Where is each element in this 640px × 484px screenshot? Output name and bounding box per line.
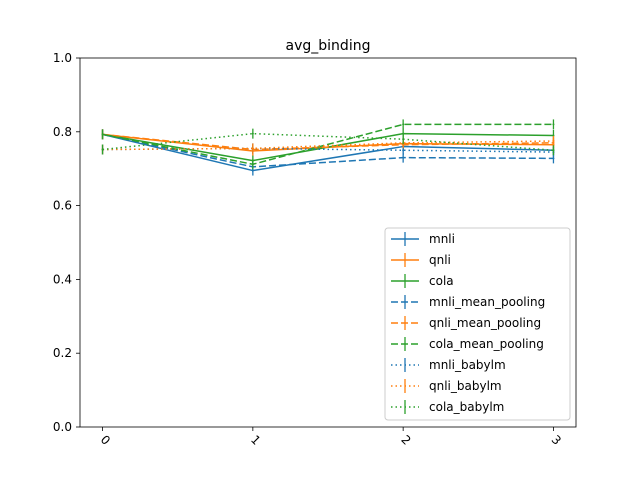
error-bar [101, 144, 104, 155]
data-point [552, 123, 555, 126]
legend-entry: qnli_babylm [391, 379, 502, 393]
legend-entry: qnli [391, 253, 451, 267]
series-cola_babylm [101, 128, 555, 156]
series-line-mnli [102, 133, 554, 172]
data-point [101, 133, 104, 136]
legend-entry: qnli_mean_pooling [391, 316, 541, 330]
data-point [402, 132, 405, 135]
legend-label: qnli_babylm [429, 379, 502, 393]
y-tick-label: 0.0 [53, 420, 72, 434]
data-point [552, 149, 555, 152]
data-point [251, 163, 254, 166]
chart-title: avg_binding [286, 38, 371, 54]
legend-entry: cola_babylm [391, 400, 504, 414]
y-tick-label: 0.2 [53, 346, 72, 360]
legend-label: cola [429, 274, 454, 288]
axes-border [79, 57, 577, 428]
data-point [552, 134, 555, 137]
data-point [402, 149, 405, 152]
y-tick-label: 0.8 [53, 125, 72, 139]
legend: mnli qnli cola mnli_mean_pooling qnli_mean_p… [384, 227, 571, 421]
series-cola_mean_pooling [101, 119, 555, 170]
legend-entry: mnli [391, 232, 455, 246]
legend-label: mnli_mean_pooling [429, 295, 545, 309]
legend-entry: cola_mean_pooling [391, 337, 544, 351]
legend-label: mnli [429, 232, 455, 246]
legend-label: qnli [429, 253, 451, 267]
series-group [101, 119, 555, 176]
legend-entry: mnli_babylm [391, 358, 506, 372]
legend-label: qnli_mean_pooling [429, 316, 541, 330]
error-bar [251, 159, 254, 170]
legend-entry: cola [391, 274, 454, 288]
data-point [402, 156, 405, 159]
y-tick-label: 0.6 [53, 199, 72, 213]
y-tick-label: 0.4 [53, 272, 72, 286]
legend-label: mnli_babylm [429, 358, 506, 372]
legend-box [384, 227, 571, 421]
error-bar [251, 143, 254, 154]
error-bar [101, 129, 104, 140]
data-point [402, 138, 405, 141]
error-bar [251, 128, 254, 139]
data-point [251, 132, 254, 135]
series-line-qnli_babylm [102, 140, 554, 151]
data-point [101, 148, 104, 151]
error-bar [552, 119, 555, 130]
series-line-mnli_babylm [102, 147, 554, 153]
series-line-cola_mean_pooling [102, 123, 554, 166]
series-line-mnli_mean_pooling [102, 133, 554, 168]
error-bar [552, 136, 555, 147]
series-line-cola_babylm [102, 132, 554, 151]
data-point [251, 147, 254, 150]
y-tick-label: 1.0 [53, 51, 72, 65]
axes-frame [79, 57, 577, 428]
legend-entry: mnli_mean_pooling [391, 295, 545, 309]
data-point [552, 157, 555, 160]
data-point [552, 140, 555, 143]
series-line-qnli_mean_pooling [102, 133, 554, 151]
error-bar [402, 119, 405, 130]
legend-label: cola_mean_pooling [429, 337, 544, 351]
legend-label: cola_babylm [429, 400, 504, 414]
data-point [402, 123, 405, 126]
error-bar [552, 145, 555, 156]
error-bar [402, 134, 405, 145]
